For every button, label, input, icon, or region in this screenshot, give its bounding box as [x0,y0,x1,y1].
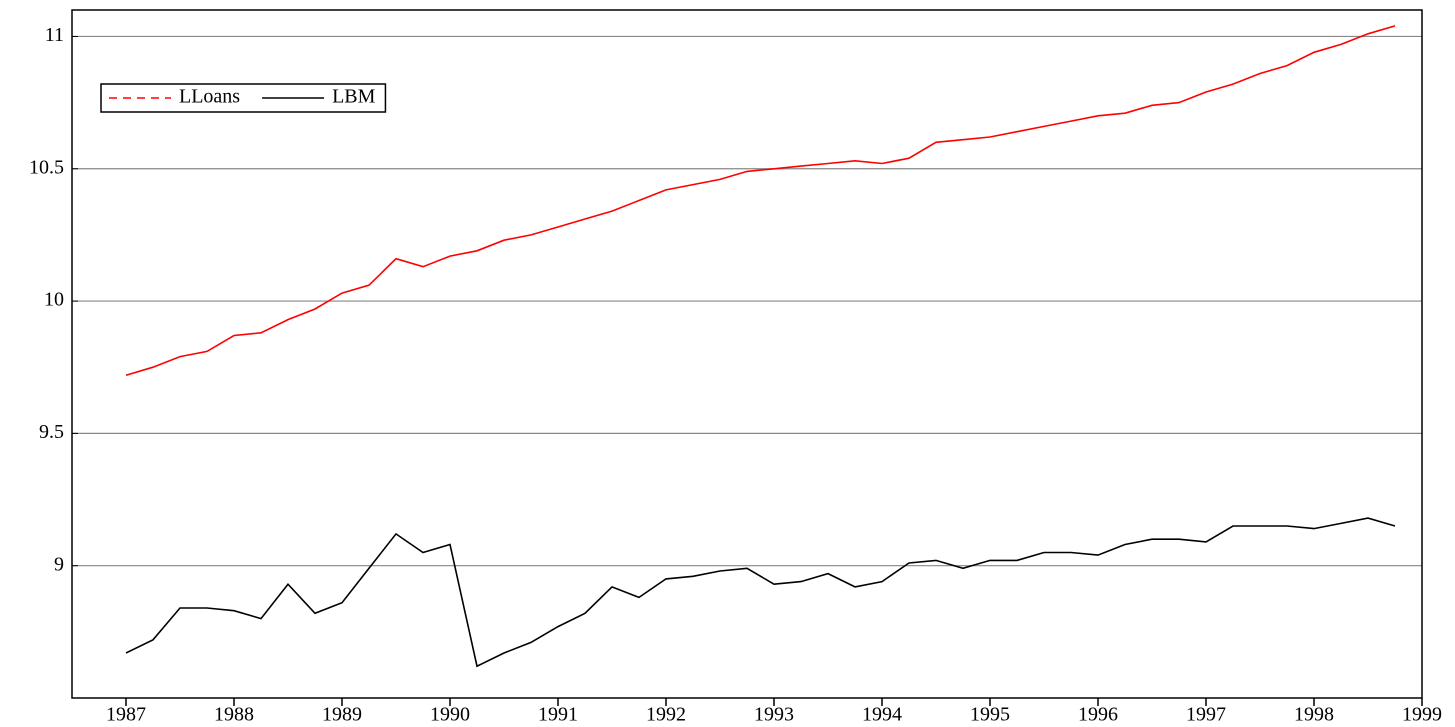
y-tick-label: 10 [44,289,64,311]
legend: LLoans LBM [100,83,387,113]
y-tick-label: 9.5 [39,421,64,443]
x-tick-label: 1998 [1294,704,1334,726]
legend-label: LLoans [179,86,240,108]
x-tick-label: 1990 [430,704,470,726]
x-tick-label: 1987 [106,704,146,726]
legend-box [100,83,387,113]
x-tick-label: 1991 [538,704,578,726]
x-tick-label: 1995 [970,704,1010,726]
x-tick-label: 1997 [1186,704,1226,726]
x-tick-label: 1994 [862,704,902,726]
x-tick-label: 1988 [214,704,254,726]
axes: 9 9.5 10 10.5 11 1987 1988 1989 1990 1991 1992 1993… [29,24,1442,726]
series-line [125,25,1396,376]
legend-label: LBM [332,86,376,108]
y-tick-label: 11 [45,24,64,46]
series-line [125,517,1396,668]
x-tick-label: 1999 [1402,704,1442,726]
y-tick-label: 9 [54,553,64,575]
x-tick-label: 1996 [1078,704,1118,726]
grid [72,35,1422,567]
x-tick-label: 1989 [322,704,362,726]
x-tick-label: 1992 [646,704,686,726]
lines [125,25,1396,668]
y-tick-label: 10.5 [29,156,64,178]
plot-frame [71,9,1423,699]
x-tick-label: 1993 [754,704,794,726]
